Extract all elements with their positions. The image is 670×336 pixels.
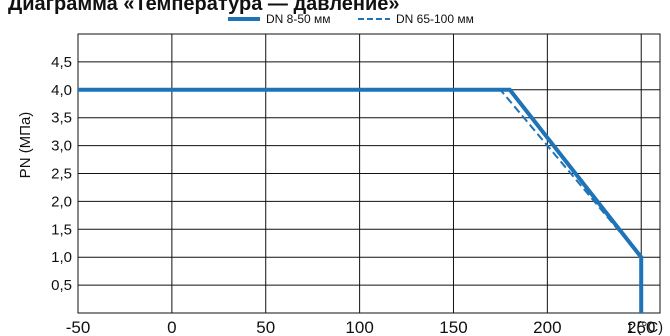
y-tick-label: 1,5 xyxy=(51,221,72,238)
y-tick-labels: 0,5 1,0 1,5 2,0 2,5 3,0 3,5 4,0 4,5 xyxy=(51,54,72,294)
x-axis-label: t (°C) xyxy=(628,319,663,336)
y-axis-label: PN (МПа) xyxy=(17,112,34,179)
series-layer xyxy=(78,87,644,313)
y-tick-label: 4,0 xyxy=(51,82,72,99)
x-tick-label: 250 xyxy=(627,318,655,336)
x-tick-labels: -50 0 50 100 150 200 250 xyxy=(66,318,656,336)
series-line-solid xyxy=(78,87,644,313)
grid xyxy=(78,34,660,313)
legend: DN 8-50 мм DN 65-100 мм xyxy=(228,12,474,26)
x-tick-label: 200 xyxy=(533,318,561,336)
chart-title: Диаграмма «Температура — давление» xyxy=(8,0,400,15)
series-line-dashed xyxy=(78,88,642,258)
y-tick-label: 2,0 xyxy=(51,193,72,210)
x-tick-label: 150 xyxy=(439,318,467,336)
y-tick-label: 3,5 xyxy=(51,110,72,127)
plot-frame xyxy=(77,33,661,314)
x-tick-label: 100 xyxy=(345,318,373,336)
y-tick-label: 4,5 xyxy=(51,54,72,71)
x-tick-label: -50 xyxy=(66,318,91,336)
y-tick-label: 1,0 xyxy=(51,249,72,266)
y-tick-label: 3,0 xyxy=(51,138,72,155)
x-tick-label: 50 xyxy=(256,318,275,336)
y-tick-label: 0,5 xyxy=(51,277,72,294)
y-tick-label: 2,5 xyxy=(51,166,72,183)
legend-entry: DN 65-100 мм xyxy=(396,12,474,26)
x-tick-label: 0 xyxy=(167,318,176,336)
legend-entry: DN 8-50 мм xyxy=(266,12,331,26)
